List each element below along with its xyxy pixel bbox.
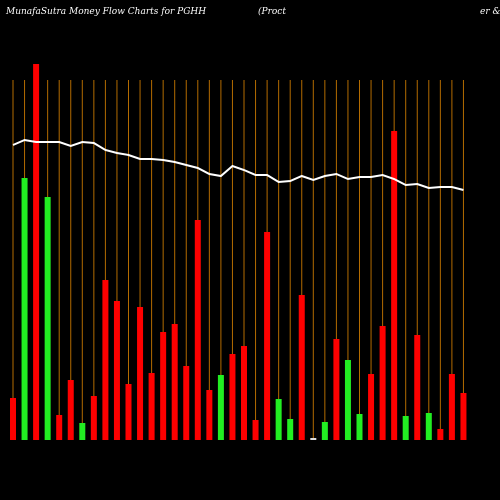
bar xyxy=(229,354,236,440)
bar xyxy=(425,413,432,440)
line xyxy=(12,138,464,191)
chart-subtitle: er &amp; xyxy=(480,7,500,17)
chart-title: MunafaSutra Money Flow Charts for PGHH xyxy=(5,7,206,17)
bar xyxy=(356,414,363,440)
bar xyxy=(194,220,201,440)
bar xyxy=(414,335,421,440)
bar xyxy=(183,366,190,440)
bar xyxy=(264,232,271,440)
chart-subtitle: (Proct xyxy=(258,6,286,17)
bar xyxy=(333,339,340,440)
bar xyxy=(90,396,97,440)
bar xyxy=(206,390,213,440)
bar xyxy=(460,393,467,440)
bar xyxy=(56,415,63,440)
bar xyxy=(79,423,86,440)
bar xyxy=(102,280,109,440)
bar xyxy=(171,324,178,440)
bar xyxy=(391,131,398,440)
bar xyxy=(160,332,167,440)
bar xyxy=(344,360,351,440)
bar xyxy=(448,374,455,440)
bar xyxy=(67,380,74,440)
bar xyxy=(298,295,305,440)
bar xyxy=(287,419,294,440)
bar xyxy=(44,197,51,440)
bar xyxy=(252,420,259,440)
bar xyxy=(275,399,282,440)
bar xyxy=(437,429,444,440)
bar xyxy=(125,384,132,440)
bar xyxy=(137,307,144,440)
bar xyxy=(402,416,409,440)
bar xyxy=(368,374,375,440)
bar xyxy=(21,178,28,440)
bar xyxy=(148,373,155,440)
bar xyxy=(379,326,386,440)
bar xyxy=(241,346,247,440)
bar xyxy=(10,398,16,440)
bar xyxy=(310,438,317,440)
bar xyxy=(33,64,40,440)
bar xyxy=(321,422,328,440)
bar xyxy=(217,375,224,440)
bar xyxy=(113,301,120,440)
